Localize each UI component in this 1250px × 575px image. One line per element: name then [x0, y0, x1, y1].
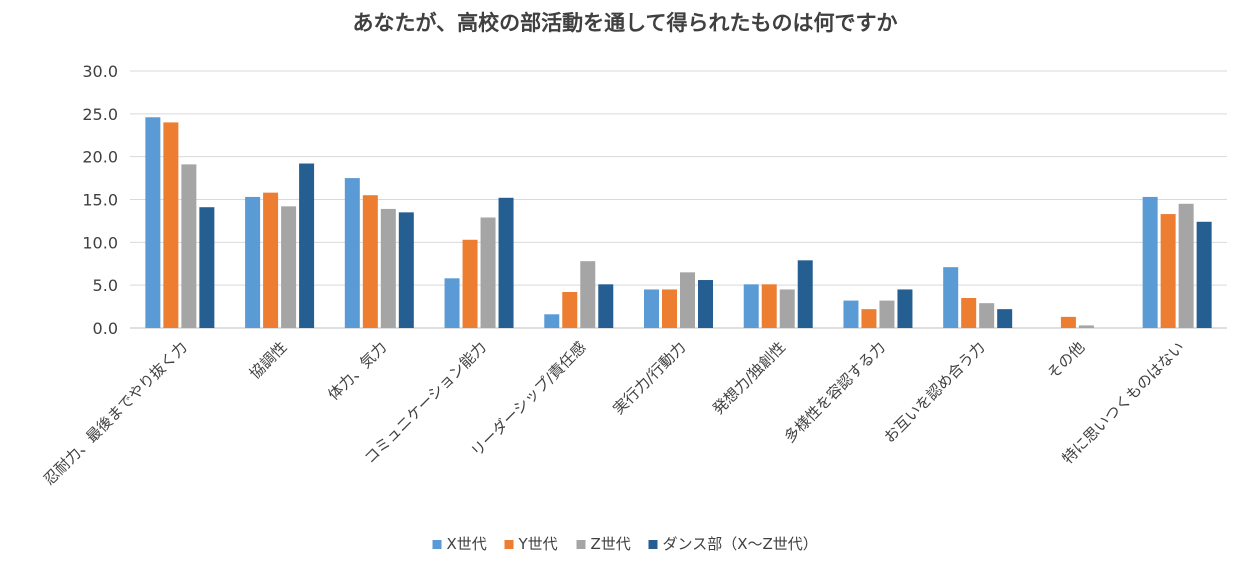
x-tick-label: お互いを認め合う力 [880, 338, 988, 446]
bar-1-5 [544, 314, 560, 328]
legend-swatch [504, 540, 514, 549]
bar-1-9 [943, 267, 959, 328]
x-tick-label: その他 [1044, 338, 1089, 383]
bar-3-4 [480, 217, 496, 328]
legend-swatch [648, 540, 658, 549]
legend-label: X世代 [447, 535, 487, 553]
bar-4-4 [498, 197, 514, 328]
bar-2-1 [163, 122, 179, 329]
x-tick-label: 実行力/行動力 [609, 338, 689, 418]
bar-3-10 [1078, 325, 1094, 328]
bar-1-1 [145, 117, 161, 328]
bar-3-6 [680, 272, 695, 328]
legend-swatch [576, 540, 586, 549]
bar-3-9 [979, 303, 995, 328]
x-tick-label: 発想力/独創性 [709, 338, 789, 418]
legend: X世代 Y世代 Z世代 ダンス部（X～Z世代） [432, 535, 818, 553]
y-tick-label: 0.0 [93, 319, 118, 338]
y-tick-label: 10.0 [82, 233, 118, 252]
legend-label: Y世代 [518, 535, 558, 553]
x-tick-label: 体力、気力 [324, 338, 390, 404]
y-tick-label: 15.0 [82, 191, 118, 210]
bar-4-7 [797, 260, 813, 328]
bar-2-2 [263, 192, 279, 328]
bar-2-9 [961, 298, 977, 328]
bar-3-2 [281, 206, 297, 328]
bar-1-6 [644, 289, 659, 328]
bar-4-3 [398, 212, 414, 328]
bar-2-3 [362, 195, 378, 328]
bar-3-8 [879, 300, 895, 328]
x-tick-label: 多様性を容認する力 [781, 338, 889, 446]
bars [145, 117, 1212, 329]
bar-1-7 [743, 284, 759, 328]
y-axis-ticks: 0.0 5.0 10.0 15.0 20.0 25.0 30.0 [82, 62, 118, 338]
chart-title: あなたが、高校の部活動を通して得られたものは何ですか [353, 11, 898, 35]
bar-4-11 [1196, 221, 1212, 328]
legend-swatch [432, 540, 442, 549]
bar-4-6 [698, 280, 713, 328]
bar-2-5 [562, 292, 578, 328]
bar-4-5 [598, 284, 614, 328]
bar-4-1 [199, 207, 215, 328]
y-tick-label: 30.0 [82, 62, 118, 81]
bar-4-9 [997, 309, 1013, 328]
y-tick-label: 5.0 [93, 276, 118, 295]
bar-2-6 [662, 289, 677, 328]
bar-3-5 [580, 261, 596, 328]
bar-3-1 [181, 164, 197, 328]
bar-2-11 [1160, 214, 1176, 328]
y-tick-label: 20.0 [82, 148, 118, 167]
bar-3-11 [1178, 203, 1194, 328]
bar-2-8 [861, 309, 877, 328]
legend-label: Z世代 [591, 535, 631, 553]
x-tick-label: 忍耐力、最後までやり抜く力 [40, 338, 191, 489]
bar-1-11 [1142, 196, 1158, 328]
bar-3-7 [779, 289, 795, 328]
bar-3-3 [380, 208, 396, 328]
bar-1-4 [444, 278, 460, 328]
bar-4-8 [897, 289, 913, 328]
bar-2-7 [761, 284, 777, 328]
x-tick-label: リーダーシップ/責任感 [467, 338, 589, 460]
x-tick-label: 協調性 [246, 338, 291, 383]
bar-1-8 [843, 300, 859, 328]
bar-4-2 [299, 163, 315, 328]
y-tick-label: 25.0 [82, 105, 118, 124]
bar-2-4 [462, 239, 478, 328]
bar-2-10 [1060, 316, 1076, 328]
bar-1-2 [245, 196, 261, 328]
legend-label: ダンス部（X～Z世代） [663, 535, 818, 553]
x-axis-ticks: 忍耐力、最後までやり抜く力 協調性 体力、気力コミュニケーション能力リーダーシップ/… [40, 338, 1188, 489]
bar-1-3 [344, 178, 360, 328]
